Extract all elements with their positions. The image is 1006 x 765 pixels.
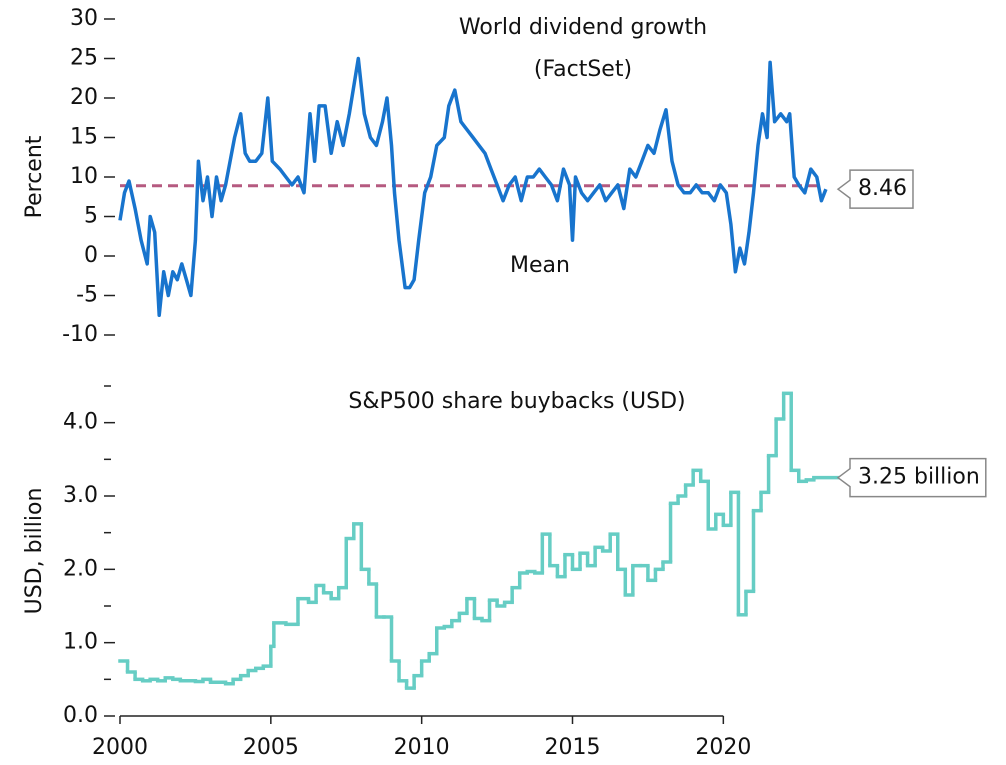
series-label: World dividend growth [459,15,707,40]
y-tick-label: 0 [84,243,98,268]
end-label-box [836,457,987,498]
y-tick-label: 1.0 [63,630,98,655]
y-tick-label: 10 [70,164,98,189]
end-label-box [836,169,914,209]
y-tick-label: 20 [70,85,98,110]
series-label: S&P500 share buybacks (USD) [348,389,685,414]
x-tick-label: 2000 [92,735,148,760]
y-tick-label: 3.0 [63,483,98,508]
y-tick-label: 25 [70,46,98,71]
series-line [118,56,828,318]
series-label: (FactSet) [534,57,632,82]
x-tick-label: 2015 [545,735,601,760]
mean-label: Mean [510,253,570,278]
x-tick-label: 2005 [243,735,299,760]
y-tick-label: 5 [84,204,98,229]
y-axis-label: Percent [22,135,47,218]
y-tick-label: 30 [70,6,98,31]
y-axis-label: USD, billion [22,488,47,615]
y-tick-label: 4.0 [63,410,98,435]
end-label: 8.46 [858,176,907,201]
y-tick-label: 0.0 [63,703,98,728]
y-tick-label: -5 [76,283,98,308]
y-tick-label: 2.0 [63,556,98,581]
end-label: 3.25 billion [858,465,980,490]
y-tick-label: 15 [70,125,98,150]
x-tick-label: 2020 [695,735,751,760]
y-tick-label: -10 [62,322,98,347]
x-tick-label: 2010 [394,735,450,760]
